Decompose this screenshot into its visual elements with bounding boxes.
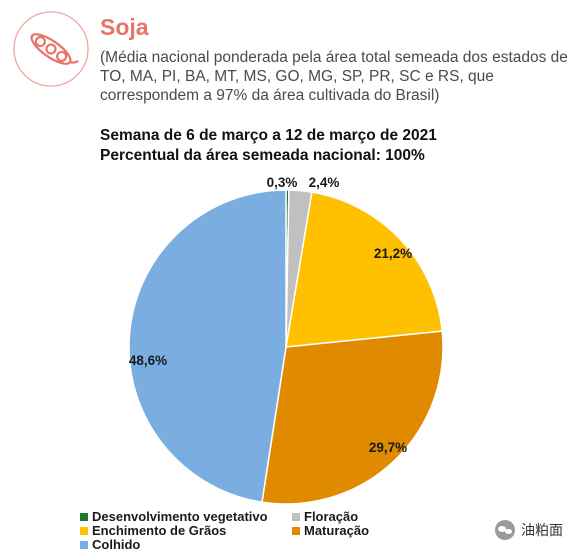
- legend-label: Desenvolvimento vegetativo: [92, 509, 268, 524]
- chart-title: Semana de 6 de março a 12 de março de 20…: [100, 127, 437, 144]
- legend-swatch: [80, 527, 88, 535]
- soybean-pod-icon: [30, 33, 79, 65]
- legend-item-5: Colhido: [80, 538, 292, 552]
- legend-item-3: Enchimento de Grãos: [80, 524, 292, 538]
- data-label-2: 2,4%: [309, 175, 340, 190]
- legend-swatch: [80, 513, 88, 521]
- pie-slice-5: [128, 189, 287, 504]
- legend-label: Maturação: [304, 523, 370, 538]
- legend-item-2: Floração: [292, 510, 442, 524]
- legend-label: Colhido: [92, 537, 141, 552]
- legend-label: Enchimento de Grãos: [92, 523, 227, 538]
- page-subtitle: (Média nacional ponderada pela área tota…: [100, 49, 568, 104]
- data-label-4: 29,7%: [369, 440, 407, 455]
- legend-label: Floração: [304, 509, 359, 524]
- watermark: 油粕面: [495, 520, 563, 540]
- pie-slice-4: [261, 330, 444, 505]
- watermark-text: 油粕面: [521, 522, 563, 538]
- chart-heading: Semana de 6 de março a 12 de março de 20…: [100, 126, 437, 166]
- soybean-logo: [13, 11, 89, 87]
- data-label-3: 21,2%: [374, 246, 412, 261]
- legend-item-1: Desenvolvimento vegetativo: [80, 510, 292, 524]
- pie-chart: 0,3% 2,4% 21,2% 29,7% 48,6%: [128, 175, 444, 505]
- legend-swatch: [292, 513, 300, 521]
- chart-legend: Desenvolvimento vegetativo Floração Enchim…: [80, 510, 442, 552]
- data-label-5: 48,6%: [129, 353, 167, 368]
- legend-swatch: [292, 527, 300, 535]
- pie-slice-3: [285, 191, 444, 348]
- page-title: Soja: [100, 14, 149, 40]
- data-label-1: 0,3%: [267, 175, 298, 190]
- legend-item-4: Maturação: [292, 524, 442, 538]
- wechat-icon: [495, 520, 515, 540]
- chart-subtitle: Percentual da área semeada nacional: 100…: [100, 147, 425, 164]
- legend-swatch: [80, 541, 88, 549]
